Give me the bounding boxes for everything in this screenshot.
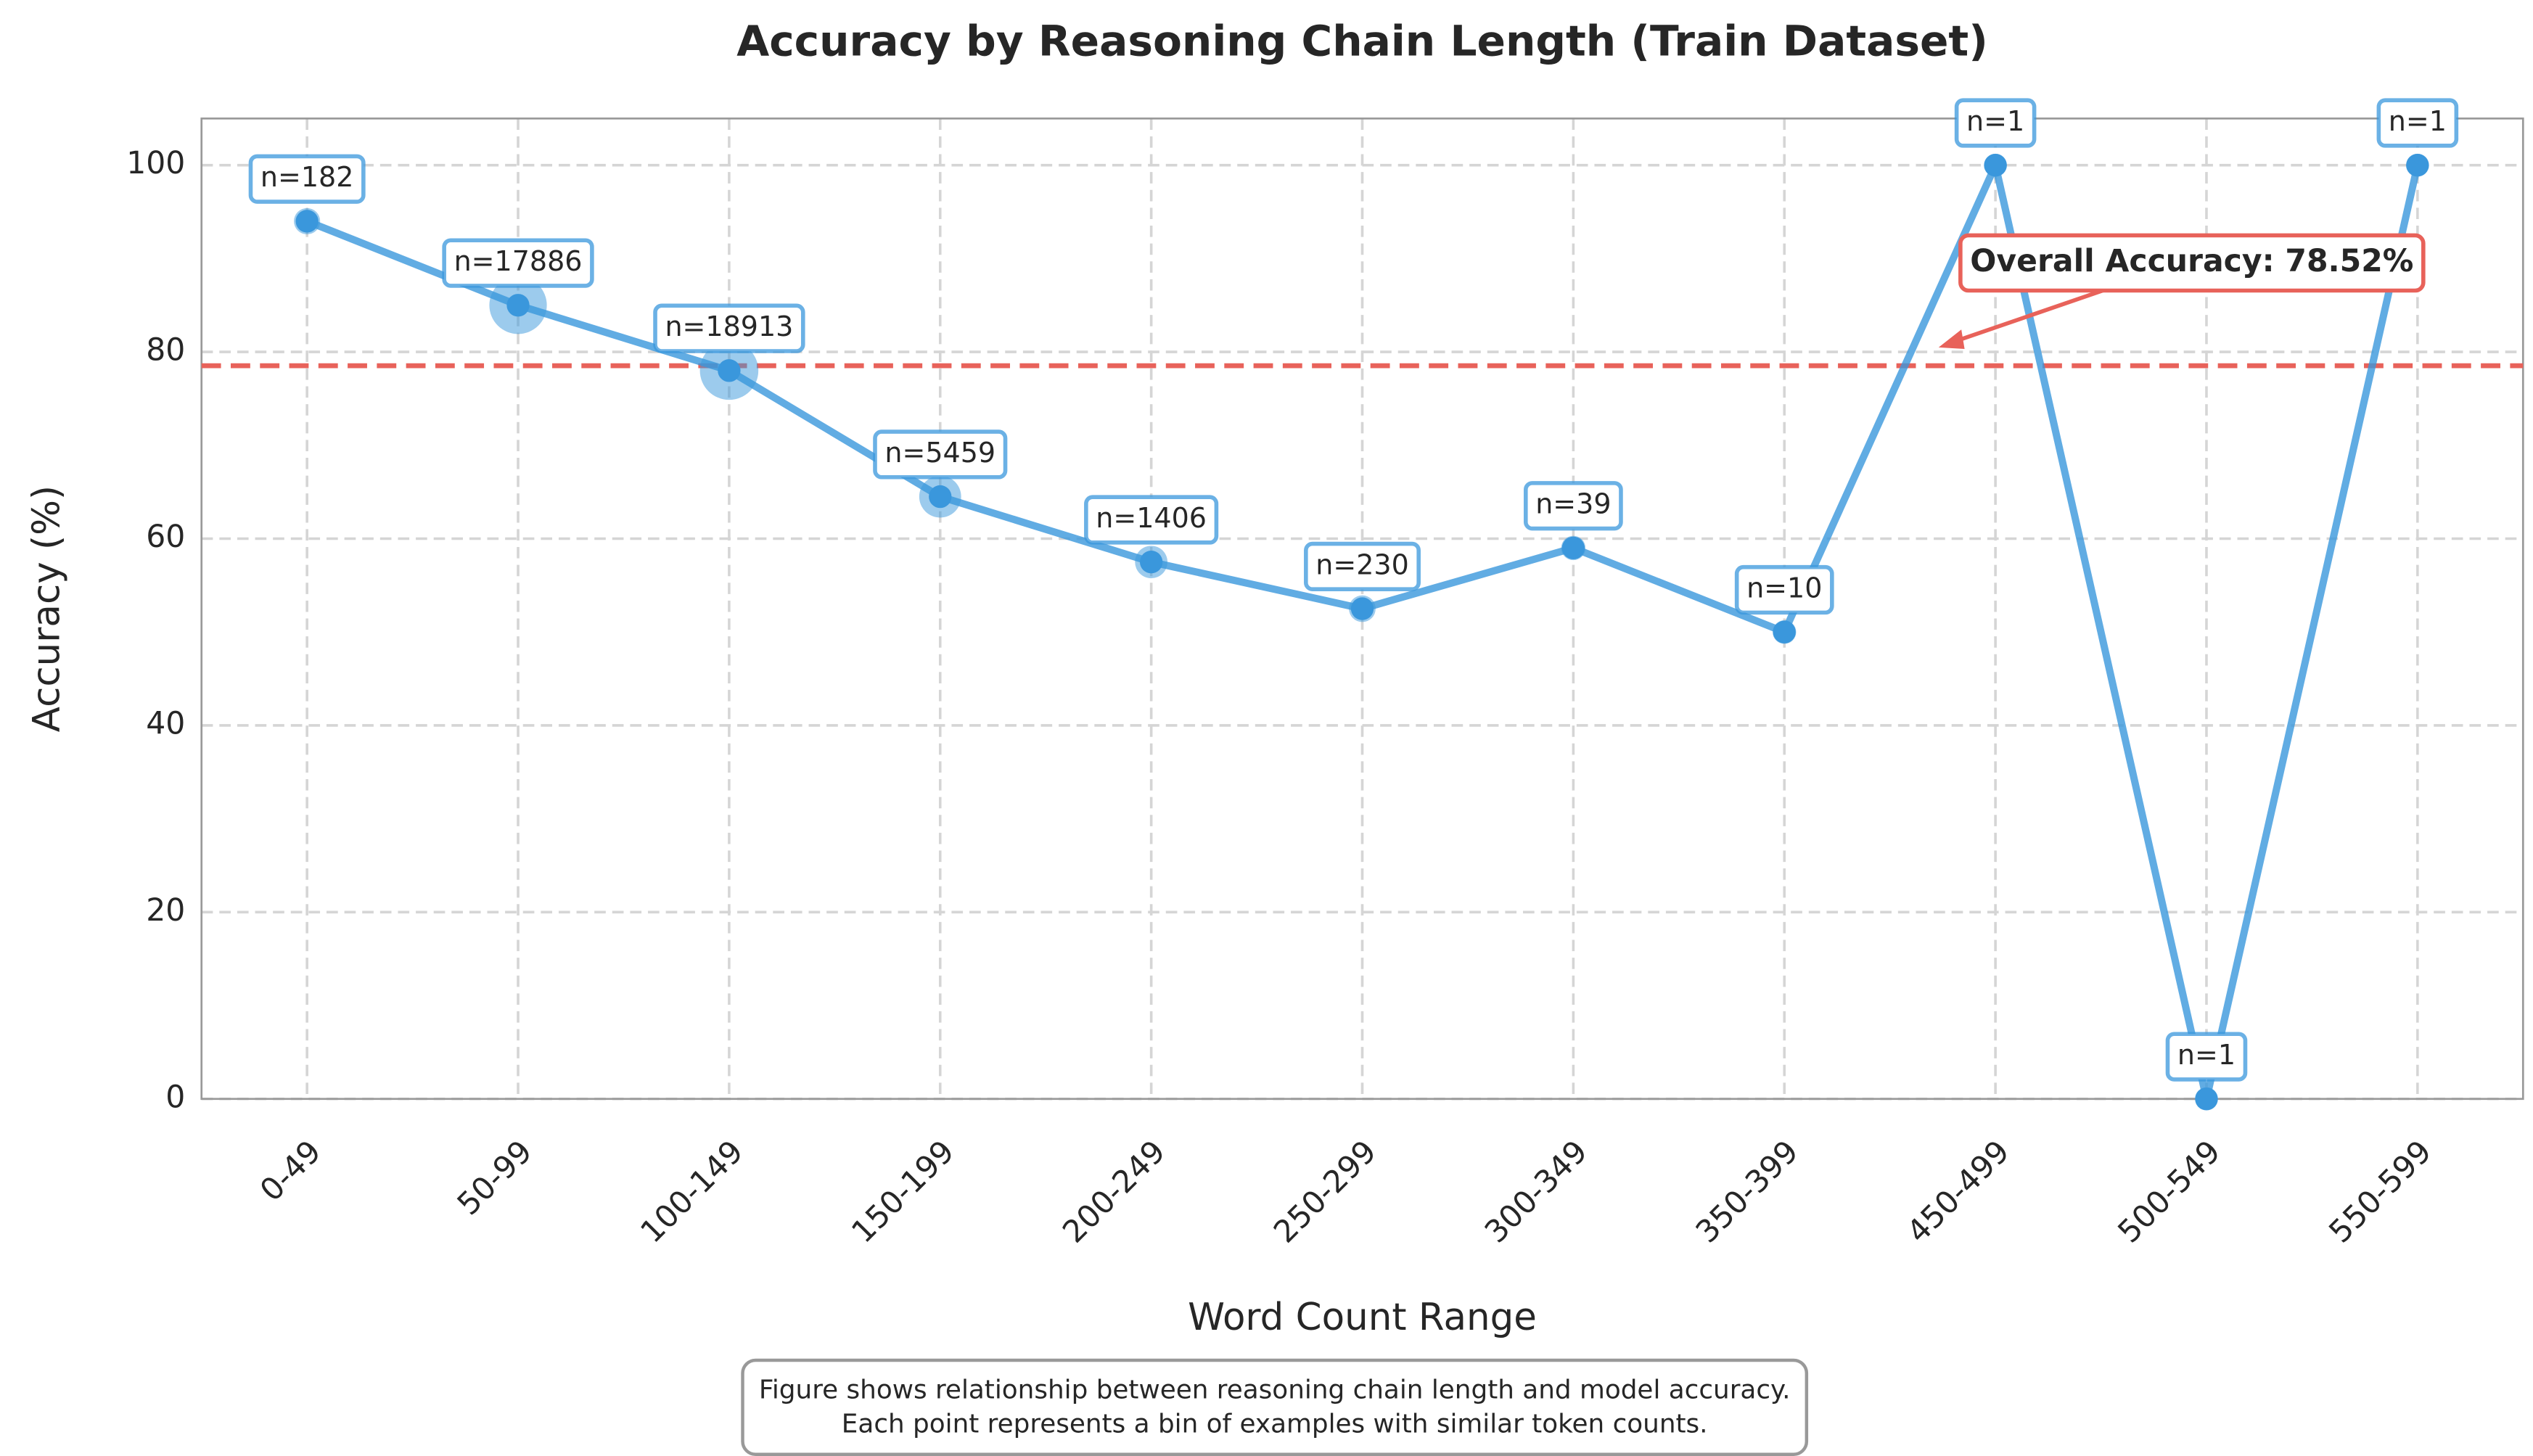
count-label: n=1 (2376, 98, 2459, 148)
count-label-box (442, 238, 594, 288)
point (718, 359, 741, 382)
y-tick-label: 20 (146, 893, 185, 929)
point (929, 485, 952, 509)
footnote: Figure shows relationship between reason… (741, 1358, 1809, 1456)
annotation: Overall Accuracy: 78.52% (1938, 233, 2426, 350)
count-label-box (2376, 98, 2459, 148)
count-label: n=230 (1304, 541, 1421, 591)
count-label-box (653, 303, 805, 353)
count-label-text: n=1 (2177, 1039, 2236, 1071)
point (506, 294, 530, 317)
point (295, 210, 319, 233)
footnote-line: Each point represents a bin of examples … (842, 1409, 1708, 1439)
point (1561, 536, 1585, 560)
count-label-box (248, 154, 366, 204)
count-label: n=1 (2165, 1032, 2248, 1082)
x-axis-label: Word Count Range (1188, 1296, 1537, 1339)
annotation-arrow (1950, 287, 2109, 345)
point (1350, 597, 1374, 620)
y-axis-label: Accuracy (%) (25, 485, 68, 732)
footnote-box (741, 1358, 1809, 1456)
count-label-box (1734, 564, 1834, 615)
point (2195, 1087, 2218, 1111)
annotation-arrowhead (1938, 329, 1965, 350)
count-label: n=1406 (1084, 495, 1219, 545)
count-label: n=5459 (873, 429, 1008, 480)
annotation-text: Overall Accuracy: 78.52% (1970, 244, 2413, 279)
count-label: n=182 (248, 154, 366, 204)
y-tick-label: 60 (146, 519, 185, 555)
count-label: n=10 (1734, 564, 1834, 615)
point (1139, 551, 1163, 574)
plot-frame (200, 117, 2524, 1101)
count-label-text: n=10 (1746, 572, 1822, 604)
y-tick-label: 40 (146, 706, 185, 741)
point (1984, 154, 2007, 177)
count-label-box (1304, 541, 1421, 591)
count-label-text: n=1 (2389, 105, 2447, 137)
count-label-text: n=17886 (454, 245, 583, 277)
count-label-text: n=18913 (665, 310, 793, 342)
count-label: n=18913 (653, 303, 805, 353)
footnote-line: Figure shows relationship between reason… (759, 1375, 1791, 1405)
count-label: n=1 (1954, 98, 2037, 148)
count-label-text: n=39 (1535, 488, 1611, 520)
count-label-text: n=1406 (1096, 502, 1207, 534)
point (2406, 154, 2429, 177)
count-label-box (1523, 481, 1623, 531)
count-label-text: n=230 (1315, 548, 1409, 580)
point (1773, 620, 1796, 643)
count-label-box (873, 429, 1008, 480)
count-label-box (2165, 1032, 2248, 1082)
y-tick-label: 80 (146, 333, 185, 369)
chart-title: Accuracy by Reasoning Chain Length (Trai… (736, 17, 1988, 66)
count-label: n=39 (1523, 481, 1623, 531)
y-tick-label: 0 (165, 1079, 185, 1115)
count-label-box (1084, 495, 1219, 545)
count-label-text: n=182 (260, 161, 354, 193)
y-tick-label: 100 (126, 146, 185, 181)
annotation-box (1958, 233, 2426, 293)
count-label: n=17886 (442, 238, 594, 288)
count-label-text: n=1 (1966, 105, 2024, 137)
count-label-box (1954, 98, 2037, 148)
count-label-text: n=5459 (884, 437, 995, 469)
